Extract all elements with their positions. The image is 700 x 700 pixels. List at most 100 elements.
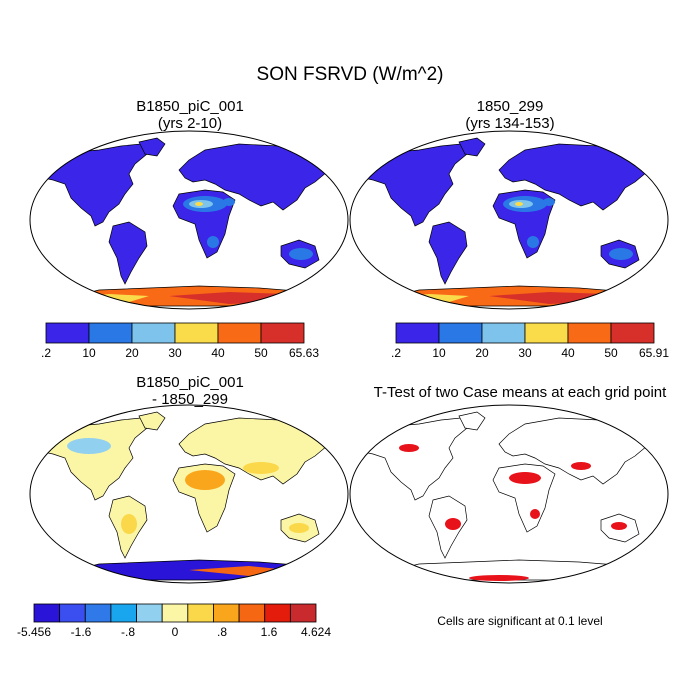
map-case1-australia-interior: [289, 248, 313, 260]
colorbar-diff-box-2: [84, 603, 112, 623]
panel-title-case2-line1: 1850_299: [476, 98, 544, 115]
colorbar-diff-label-2: -.8: [121, 625, 135, 639]
panel-title-case1-line2: (yrs 2-10): [157, 115, 223, 132]
panel-title-diff-line2: - 1850_299: [152, 391, 228, 408]
colorbar-case1-label-6: 65.63: [289, 346, 319, 360]
map-ttest-signif-6: [469, 575, 529, 581]
map-case1-eurasia: [178, 143, 330, 211]
colorbar-diff-box-8: [238, 603, 266, 623]
colorbar-diff-box-7: [213, 603, 240, 623]
map-ttest-signif-0: [509, 472, 541, 484]
map-case2-land: [358, 137, 650, 307]
map-diff-land: [38, 411, 330, 581]
map-ttest-signif-1: [571, 462, 591, 470]
map-case1-border: [29, 130, 349, 310]
colorbar-case1-label-3: 30: [168, 346, 182, 360]
map-diff: [29, 404, 349, 584]
colorbar-diff-label-3: 0: [172, 625, 179, 639]
colorbar-diff-box-5: [161, 603, 189, 623]
map-case2-greenland: [458, 137, 486, 157]
map-diff-namerica: [38, 417, 148, 501]
colorbar-case1: .2 10 20 30 40 50 65.63: [41, 322, 319, 360]
colorbar-diff-label-1: -1.6: [71, 625, 92, 639]
map-ttest-namerica: [358, 417, 468, 501]
colorbar-case1-box-5: [260, 322, 305, 344]
colorbar-case1-label-5: 50: [254, 346, 268, 360]
map-case1: [29, 130, 349, 310]
map-case2-samerica: [428, 221, 468, 285]
colorbar-case2-label-0: .2: [391, 346, 401, 360]
map-case2-arabia: [543, 198, 555, 206]
colorbar-case2-box-4: [567, 322, 612, 344]
colorbar-case1-label-0: .2: [41, 346, 51, 360]
colorbar-case2-box-2: [481, 322, 526, 344]
colorbar-diff-box-3: [110, 603, 137, 623]
panel-title-ttest: T-Test of two Case means at each grid po…: [373, 384, 667, 401]
map-diff-na-cool: [67, 438, 111, 454]
panel-title-diff-line1: B1850_piC_001: [136, 374, 244, 391]
map-ttest: [349, 404, 669, 584]
map-case1-sahara-peak: [195, 202, 203, 206]
map-ttest-signif-2: [445, 518, 461, 530]
colorbar-diff-box-1: [59, 603, 86, 623]
colorbar-case1-box-0: [45, 322, 90, 344]
map-case1-greenland: [138, 137, 166, 157]
map-ttest-greenland: [458, 411, 486, 431]
colorbar-case1-box-2: [131, 322, 176, 344]
map-ttest-eurasia: [498, 417, 650, 485]
colorbar-case1-label-4: 40: [211, 346, 225, 360]
colorbar-case2: .2 10 20 30 40 50 65.91: [391, 322, 669, 360]
colorbar-case2-box-1: [438, 322, 483, 344]
map-diff-eurasia: [178, 417, 330, 485]
map-case1-land: [38, 137, 330, 307]
panel-title-case1-line1: B1850_piC_001: [136, 98, 244, 115]
colorbar-case2-label-3: 30: [518, 346, 532, 360]
map-ttest-signif-4: [530, 509, 540, 519]
colorbar-case2-label-1: 10: [432, 346, 446, 360]
colorbar-diff-box-10: [289, 603, 317, 623]
map-ttest-border: [349, 404, 669, 584]
colorbar-diff-label-4: .8: [217, 625, 227, 639]
colorbar-case2-box-5: [610, 322, 655, 344]
colorbar-case1-box-1: [88, 322, 133, 344]
colorbar-case2-box-3: [524, 322, 569, 344]
map-diff-asia-warm: [243, 462, 279, 474]
map-diff-sa-warm: [121, 514, 137, 534]
panel-title-case1: B1850_piC_001 (yrs 2-10): [30, 98, 350, 132]
colorbar-diff-label-6: 4.624: [301, 625, 331, 639]
colorbar-case1-label-2: 20: [125, 346, 139, 360]
map-case1-kalahari: [207, 236, 219, 248]
map-case1-namerica: [38, 143, 148, 227]
significance-note: Cells are significant at 0.1 level: [437, 614, 603, 628]
map-case2-border: [349, 130, 669, 310]
colorbar-diff-box-0: [33, 603, 61, 623]
colorbar-case2-label-2: 20: [475, 346, 489, 360]
map-case2-australia-interior: [609, 248, 633, 260]
colorbar-case2-box-0: [395, 322, 440, 344]
map-case2-eurasia: [498, 143, 650, 211]
map-case2-namerica: [358, 143, 468, 227]
colorbar-case1-label-1: 10: [82, 346, 96, 360]
map-diff-africa-warm: [185, 470, 225, 490]
map-case2-sahara-peak: [515, 202, 523, 206]
map-case1-samerica: [108, 221, 148, 285]
map-case2-kalahari: [527, 236, 539, 248]
map-ttest-signif-5: [399, 444, 419, 452]
colorbar-case1-box-4: [217, 322, 262, 344]
figure-title: SON FSRVD (W/m^2): [256, 64, 444, 85]
map-case1-arabia: [223, 198, 235, 206]
colorbar-diff-box-9: [264, 603, 291, 623]
panel-title-case2-line2: (yrs 134-153): [465, 115, 555, 132]
map-diff-border: [29, 404, 349, 584]
map-ttest-land: [358, 411, 650, 581]
panel-title-diff: B1850_piC_001 - 1850_299: [30, 374, 350, 408]
map-case2: [349, 130, 669, 310]
colorbar-diff-label-0: -5.456: [17, 625, 51, 639]
colorbar-diff: -5.456 -1.6 -.8 0 .8 1.6 4.624: [17, 603, 331, 639]
map-diff-australia: [289, 523, 309, 533]
map-diff-greenland: [138, 411, 166, 431]
map-ttest-signif-3: [611, 522, 627, 530]
colorbar-case2-label-6: 65.91: [639, 346, 669, 360]
